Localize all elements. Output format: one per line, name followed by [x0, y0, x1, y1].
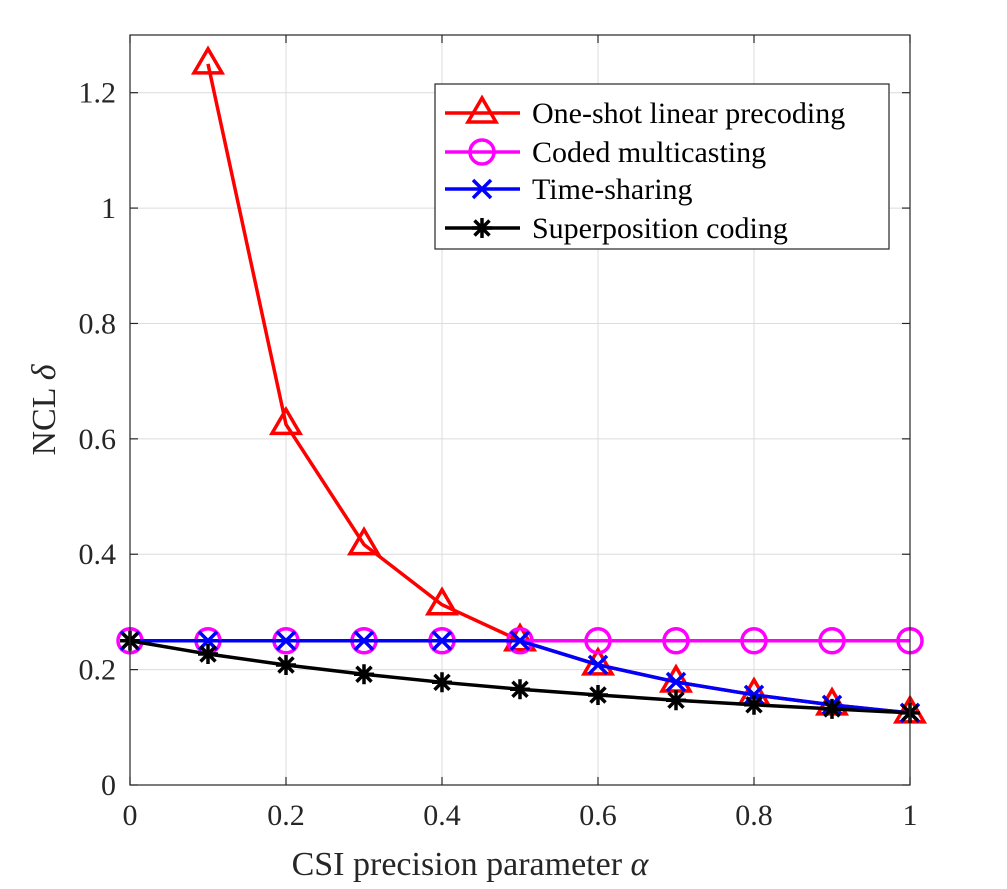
data-point — [502, 622, 538, 652]
x-tick-label: 0.4 — [423, 799, 461, 832]
data-point — [584, 627, 612, 655]
ticks: 0 0.2 0.4 0.6 0.8 1 0 0.2 0.4 0.6 0.8 1 1.2 — [79, 35, 918, 832]
legend-item: Coded multicasting — [445, 136, 766, 169]
legend-marker — [472, 218, 492, 238]
data-point — [666, 690, 686, 711]
data-point — [431, 630, 453, 652]
data-point — [509, 630, 531, 652]
legend-marker — [471, 178, 493, 200]
x-axis-label-text: CSI precision parameter — [292, 846, 623, 883]
x-tick-label: 0 — [123, 799, 138, 832]
data-point — [432, 672, 452, 693]
legend-marker — [464, 94, 500, 124]
data-point — [275, 630, 297, 652]
x-tick-label: 0.8 — [735, 799, 773, 832]
legend-label: One-shot linear precoding — [532, 97, 845, 130]
series-layer — [116, 45, 928, 724]
y-axis-symbol: δ — [26, 363, 63, 380]
legend-marker — [468, 138, 496, 166]
data-point — [588, 685, 608, 705]
y-axis-label: NCL δ — [26, 363, 63, 455]
data-point — [665, 671, 687, 693]
x-axis-symbol: α — [631, 846, 650, 883]
legend-label: Time-sharing — [532, 173, 693, 206]
y-tick-label: 0.6 — [79, 423, 117, 456]
y-tick-label: 0.4 — [79, 538, 117, 571]
data-point — [740, 627, 768, 655]
x-tick-label: 0.6 — [579, 799, 617, 832]
y-axis-label-text: NCL — [26, 389, 63, 456]
y-tick-label: 0 — [101, 769, 116, 802]
y-tick-label: 1.2 — [79, 77, 117, 110]
series-superposition-coding — [120, 630, 920, 723]
data-point — [744, 694, 764, 715]
legend-label: Superposition coding — [532, 212, 788, 245]
data-point — [662, 627, 690, 655]
x-tick-label: 1 — [903, 799, 918, 832]
data-point — [268, 405, 304, 436]
data-point — [818, 627, 846, 655]
y-tick-label: 0.2 — [79, 654, 117, 687]
legend-item: Superposition coding — [445, 212, 788, 245]
data-point — [346, 526, 382, 556]
data-point — [190, 45, 226, 75]
data-point — [822, 698, 842, 719]
grid — [130, 35, 910, 785]
data-point — [276, 655, 296, 675]
data-point — [424, 586, 460, 616]
legend-item: One-shot linear precoding — [445, 94, 845, 130]
legend-label: Coded multicasting — [532, 136, 766, 169]
x-axis-label: CSI precision parameter α — [292, 846, 650, 883]
data-point — [353, 630, 375, 652]
legend: One-shot linear precoding Coded multicast… — [434, 83, 890, 250]
x-tick-label: 0.2 — [267, 799, 305, 832]
data-point — [198, 644, 218, 665]
y-tick-label: 0.8 — [79, 307, 117, 340]
y-tick-label: 1 — [101, 192, 116, 225]
data-point — [587, 654, 609, 676]
plot-frame — [129, 34, 911, 786]
legend-item: Time-sharing — [445, 173, 693, 206]
data-point — [510, 679, 530, 700]
data-point — [354, 664, 374, 685]
